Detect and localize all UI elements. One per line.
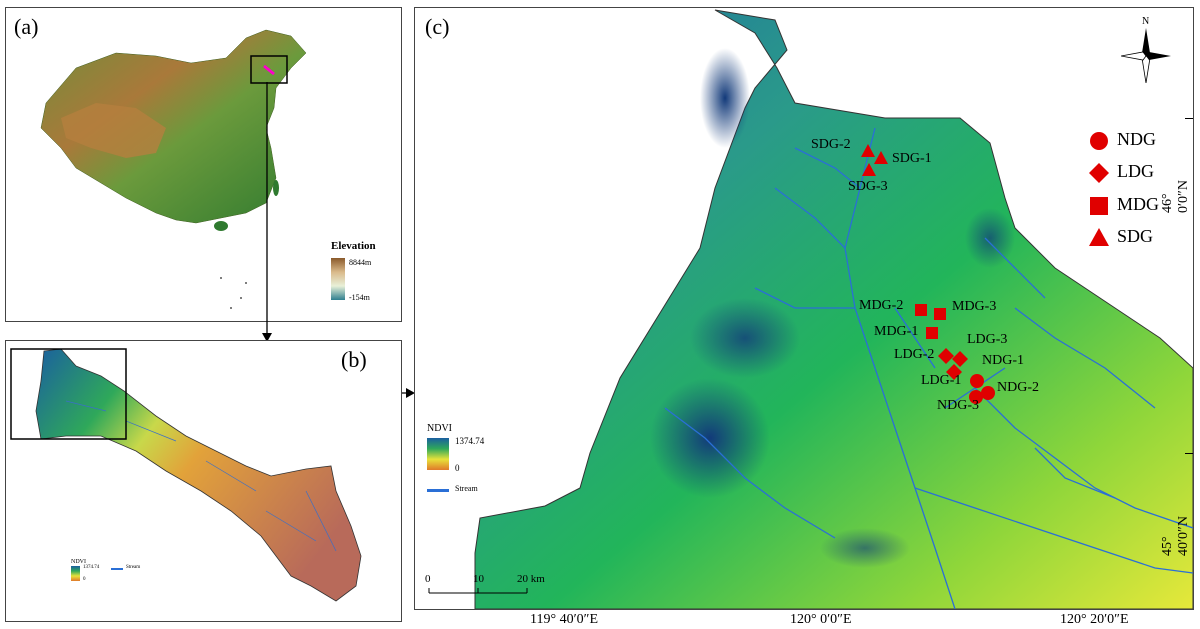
legend-label-sdg: SDG — [1117, 226, 1154, 246]
scale-bar-label-10: 10 — [473, 573, 484, 585]
ndvi-legend-c-min: 0 — [455, 463, 460, 473]
scale-bar — [428, 588, 528, 594]
legend-label-ndg: NDG — [1117, 129, 1156, 149]
ndvi-legend-c-max: 1374.74 — [455, 436, 485, 446]
panel-c-label: (c) — [425, 14, 450, 39]
elevation-legend-max: 8844m — [349, 258, 372, 267]
compass-icon — [1121, 28, 1171, 83]
site-label-sdg-3: SDG-3 — [848, 179, 888, 194]
lat-tick-46 — [1185, 118, 1193, 119]
site-label-ldg-1: LDG-1 — [921, 373, 962, 388]
site-label-ldg-2: LDG-2 — [894, 347, 935, 362]
legend-square-marker — [1090, 197, 1108, 215]
china-elevation-map — [40, 29, 307, 309]
site-label-sdg-1: SDG-1 — [892, 151, 932, 166]
site-label-ndg-2: NDG-2 — [997, 380, 1039, 395]
ndvi-legend-b-ramp — [71, 566, 80, 581]
panel-c: (c) N NDG LDG MDG SDG SDG-2 SDG- — [414, 7, 1194, 610]
longitude-label-119-40: 119° 40′0″E — [530, 612, 599, 627]
site-label-mdg-2: MDG-2 — [859, 298, 904, 313]
site-legend-markers — [1089, 132, 1109, 246]
longitude-label-120-00: 120° 0′0″E — [790, 612, 852, 627]
panel-a: (a) Elevation 8844m -154m — [5, 7, 402, 322]
ndvi-legend-b-stream-line — [111, 568, 123, 570]
study-area-map — [428, 9, 1193, 609]
ndvi-legend-b-max: 1374.74 — [83, 565, 100, 570]
ndvi-legend-b-min: 0 — [83, 577, 86, 582]
ndvi-legend-c-stream: Stream — [455, 484, 478, 493]
site-label-mdg-3: MDG-3 — [952, 299, 997, 314]
lat-tick-45-40 — [1185, 453, 1193, 454]
longitude-label-120-20: 120° 20′0″E — [1060, 612, 1129, 627]
scale-bar-label-0: 0 — [425, 573, 431, 585]
ndvi-legend-b-title: NDVI — [71, 559, 86, 565]
ndvi-legend-c-ramp — [427, 438, 449, 470]
ndvi-legend-c-stream-line — [427, 489, 449, 492]
site-label-ndg-3: NDG-3 — [937, 398, 979, 413]
legend-label-ldg: LDG — [1117, 161, 1154, 181]
legend-circle-marker — [1090, 132, 1108, 150]
ndvi-legend-c-title: NDVI — [427, 423, 452, 434]
elevation-legend-title: Elevation — [331, 240, 376, 252]
site-label-ldg-3: LDG-3 — [967, 332, 1008, 347]
basin-ndvi-map — [10, 348, 362, 602]
legend-diamond-marker — [1089, 163, 1109, 183]
panel-b-label: (b) — [341, 347, 367, 372]
panel-a-label: (a) — [14, 14, 39, 39]
site-label-mdg-1: MDG-1 — [874, 324, 919, 339]
site-label-sdg-2: SDG-2 — [811, 137, 851, 152]
scale-bar-label-20: 20 km — [517, 573, 545, 585]
ndvi-legend-b-stream: Stream — [126, 565, 141, 570]
elevation-legend-min: -154m — [349, 293, 370, 302]
site-label-ndg-1: NDG-1 — [982, 353, 1024, 368]
legend-label-mdg: MDG — [1117, 194, 1160, 214]
north-arrow: N — [1121, 16, 1171, 83]
elevation-legend-ramp — [331, 258, 345, 300]
north-arrow-label: N — [1142, 16, 1150, 27]
panel-b: (b) NDVI 1374.74 0 Stream — [5, 340, 402, 622]
latitude-label-46: 46° 0′0″N — [1160, 179, 1191, 213]
legend-triangle-marker — [1089, 228, 1109, 246]
latitude-label-45-40: 45° 40′0″N — [1160, 515, 1191, 556]
